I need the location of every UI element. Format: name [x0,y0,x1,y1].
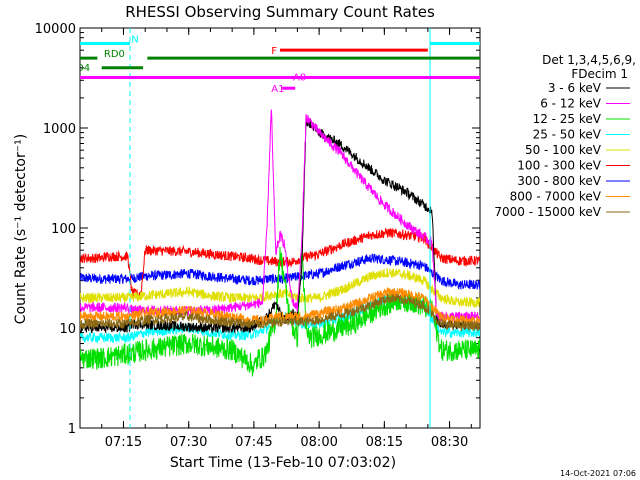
x-tick-label: 07:45 [235,435,272,450]
legend: Det 1,3,4,5,6,9,FDecim 13 - 6 keV 6 - 12 … [494,53,636,219]
annotation-label: A0 [293,72,306,83]
legend-entry-label: 12 - 25 keV [533,112,602,126]
y-tick-label: 100 [51,222,76,237]
annotation-label: RD4 [69,63,90,74]
legend-entry-label: 6 - 12 keV [540,97,602,111]
chart-title: RHESSI Observing Summary Count Rates [125,3,435,21]
axes-layer: 07:15 07:30 07:45 08:00 08:15 08:30 1 10 100 1000… [35,22,481,450]
x-axis-label: Start Time (13-Feb-10 07:03:02) [170,455,396,471]
y-tick-label: 1000 [43,122,76,137]
x-tick-label: 08:15 [366,435,403,450]
annotation-label: RD0 [104,49,125,60]
series-layer [80,109,480,377]
series-line [80,287,480,326]
footer-timestamp: 14-Oct-2021 07:06 [560,469,636,478]
y-tick-label: 1 [68,422,76,437]
legend-entry-label: 800 - 7000 keV [510,190,602,204]
legend-entry-label: 3 - 6 keV [548,81,602,95]
x-tick-label: 07:15 [105,435,142,450]
annotation-label: F [271,46,277,57]
x-tick-label: 08:00 [300,435,337,450]
series-line [80,253,480,290]
series-line [80,268,480,308]
series-line [80,246,480,377]
legend-header: FDecim 1 [571,67,628,81]
series-line [80,117,480,335]
legend-entry-label: 25 - 50 keV [533,128,602,142]
annotation-label: A1 [271,84,284,95]
series-line [80,293,480,332]
x-tick-label: 08:30 [431,435,468,450]
y-tick-label: 10 [59,322,76,337]
x-tick-label: 07:30 [170,435,207,450]
y-axis-label: Count Rate (s⁻¹ detector⁻¹) [13,134,29,324]
legend-entry-label: 300 - 800 keV [517,174,601,188]
legend-entry-label: 100 - 300 keV [517,159,601,173]
legend-entry-label: 50 - 100 keV [525,143,602,157]
legend-header: Det 1,3,4,5,6,9, [542,53,636,67]
legend-entry-label: 7000 - 15000 keV [494,205,601,219]
y-tick-label: 10000 [35,22,76,37]
annotation-label: N [131,34,138,45]
annotations-layer: N F RD0 RD4 A0 A1 [69,28,480,428]
